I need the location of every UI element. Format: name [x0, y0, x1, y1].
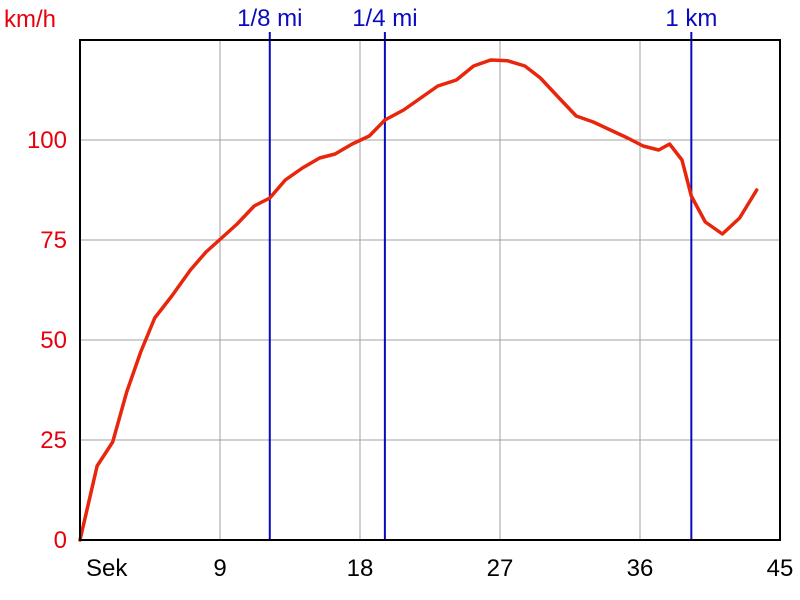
y-tick-label: 75 [40, 227, 67, 254]
x-tick-label: 9 [213, 555, 226, 582]
y-tick-label: 100 [27, 127, 67, 154]
speed-series-line [78, 58, 759, 542]
x-tick-label: 36 [627, 555, 654, 582]
y-tick-label: 25 [40, 427, 67, 454]
y-tick-labels: 0 25 50 75 100 [27, 127, 67, 554]
grid [80, 39, 781, 541]
distance-markers: 1/8 mi 1/4 mi 1 km [237, 5, 717, 540]
x-tick-label: 27 [487, 555, 514, 582]
y-tick-label: 0 [54, 527, 67, 554]
x-tick-labels: 9 18 27 36 45 [213, 555, 793, 582]
x-tick-label: 45 [767, 555, 794, 582]
x-axis-unit-label: Sek [86, 555, 128, 582]
distance-marker-label: 1/4 mi [352, 5, 417, 32]
plot-frame [79, 39, 781, 541]
x-tick-label: 18 [347, 555, 374, 582]
y-tick-label: 50 [40, 327, 67, 354]
distance-marker-label: 1 km [665, 5, 717, 32]
series-layer [78, 58, 759, 542]
y-axis-unit-label: km/h [4, 6, 56, 33]
distance-marker-label: 1/8 mi [237, 5, 302, 32]
